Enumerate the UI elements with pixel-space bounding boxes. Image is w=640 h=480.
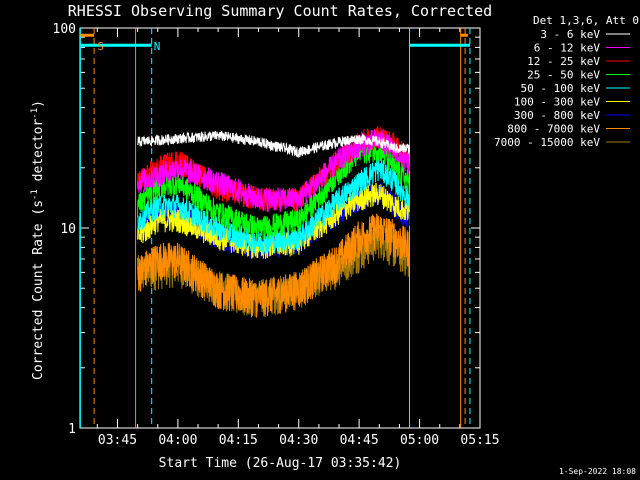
legend-label-5: 100 - 300 keV: [514, 96, 600, 109]
plot-area: 03:45 04:00 04:15 04:30 04:45 05:00 05:15 1 10 10…: [53, 22, 500, 448]
y-axis-label-mid: detector: [31, 119, 46, 190]
y-axis-label-sup1: -1: [30, 189, 40, 200]
y-axis-label-prefix: Corrected Count Rate (s: [31, 200, 46, 380]
annotation-s: S: [97, 40, 104, 53]
legend-label-8: 7000 - 15000 keV: [494, 136, 600, 149]
x-axis-label: Start Time (26-Aug-17 03:35:42): [159, 456, 402, 471]
y-axis-label: Corrected Count Rate (s-1 detector-1): [30, 100, 46, 380]
legend-label-1: 6 - 12 keV: [534, 42, 601, 55]
y-tick-label-1: 10: [60, 222, 76, 237]
x-tick-label-1: 04:00: [158, 433, 197, 448]
x-tick-label-5: 05:00: [400, 433, 439, 448]
legend-header: Det 1,3,6, Att 0: [533, 14, 639, 27]
x-tick-label-6: 05:15: [460, 433, 499, 448]
series-line-0: [137, 130, 410, 158]
x-tick-label-3: 04:30: [279, 433, 318, 448]
series-line-7: [137, 213, 410, 318]
legend-label-2: 12 - 25 keV: [527, 55, 600, 68]
chart-title: RHESSI Observing Summary Count Rates, Co…: [68, 2, 492, 20]
y-tick-label-2: 100: [53, 22, 76, 37]
series-line-4: [137, 158, 410, 255]
x-tick-label-0: 03:45: [98, 433, 137, 448]
y-axis-label-sup2: -1: [30, 108, 40, 119]
legend-label-4: 50 - 100 keV: [521, 82, 601, 95]
annotation-n: N: [154, 40, 161, 53]
legend-label-7: 800 - 7000 keV: [507, 123, 600, 136]
y-axis-label-suffix: ): [31, 100, 46, 108]
series-line-1: [137, 129, 410, 213]
legend-label-6: 300 - 800 keV: [514, 109, 600, 122]
footer-timestamp: 1-Sep-2022 18:08: [559, 467, 636, 476]
legend-label-3: 25 - 50 keV: [527, 69, 600, 82]
x-tick-label-4: 04:45: [340, 433, 379, 448]
y-tick-label-0: 1: [68, 422, 76, 437]
legend-label-0: 3 - 6 keV: [540, 28, 600, 41]
x-tick-label-2: 04:15: [219, 433, 258, 448]
